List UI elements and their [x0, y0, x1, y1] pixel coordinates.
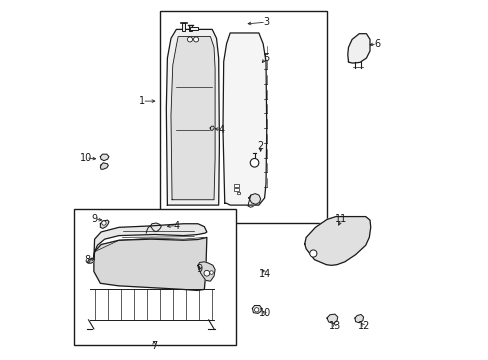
Text: 4: 4: [173, 221, 179, 230]
Text: 2: 2: [257, 141, 263, 151]
Polygon shape: [304, 217, 370, 265]
Polygon shape: [354, 315, 363, 323]
Polygon shape: [347, 34, 369, 63]
Polygon shape: [87, 258, 94, 263]
Text: 7: 7: [151, 341, 157, 351]
Polygon shape: [100, 163, 108, 169]
Circle shape: [102, 221, 106, 225]
Text: 12: 12: [357, 321, 369, 331]
Text: 14: 14: [259, 269, 271, 279]
Text: 10: 10: [259, 309, 271, 318]
Circle shape: [193, 37, 198, 42]
Text: 11: 11: [334, 215, 347, 224]
Text: 8: 8: [84, 255, 90, 265]
Circle shape: [187, 37, 192, 42]
Bar: [188, 25, 191, 31]
Polygon shape: [94, 237, 206, 291]
Bar: [182, 23, 184, 31]
Text: 1: 1: [139, 96, 145, 106]
Bar: [237, 192, 240, 194]
Circle shape: [309, 250, 316, 257]
Bar: [160, 12, 326, 223]
Polygon shape: [100, 154, 109, 161]
Polygon shape: [171, 37, 215, 200]
Bar: [74, 209, 235, 345]
Circle shape: [254, 308, 258, 312]
Text: 5: 5: [263, 53, 268, 63]
Text: 13: 13: [328, 321, 340, 331]
Polygon shape: [210, 126, 214, 131]
Text: 9: 9: [91, 215, 98, 224]
Circle shape: [250, 158, 258, 167]
Polygon shape: [150, 223, 161, 231]
Polygon shape: [252, 306, 261, 314]
Bar: [190, 27, 198, 30]
Polygon shape: [166, 30, 219, 205]
Circle shape: [203, 270, 209, 276]
Polygon shape: [94, 224, 206, 259]
Polygon shape: [223, 33, 266, 205]
Text: 6: 6: [373, 39, 380, 49]
Bar: [234, 184, 238, 187]
Circle shape: [209, 271, 213, 274]
Bar: [234, 188, 238, 191]
Polygon shape: [100, 220, 109, 228]
Text: 10: 10: [80, 153, 92, 163]
Polygon shape: [326, 314, 337, 323]
Polygon shape: [248, 194, 260, 204]
Text: 3: 3: [263, 17, 268, 27]
Text: 4: 4: [218, 125, 224, 135]
Text: 9: 9: [196, 264, 203, 274]
Polygon shape: [198, 262, 215, 281]
